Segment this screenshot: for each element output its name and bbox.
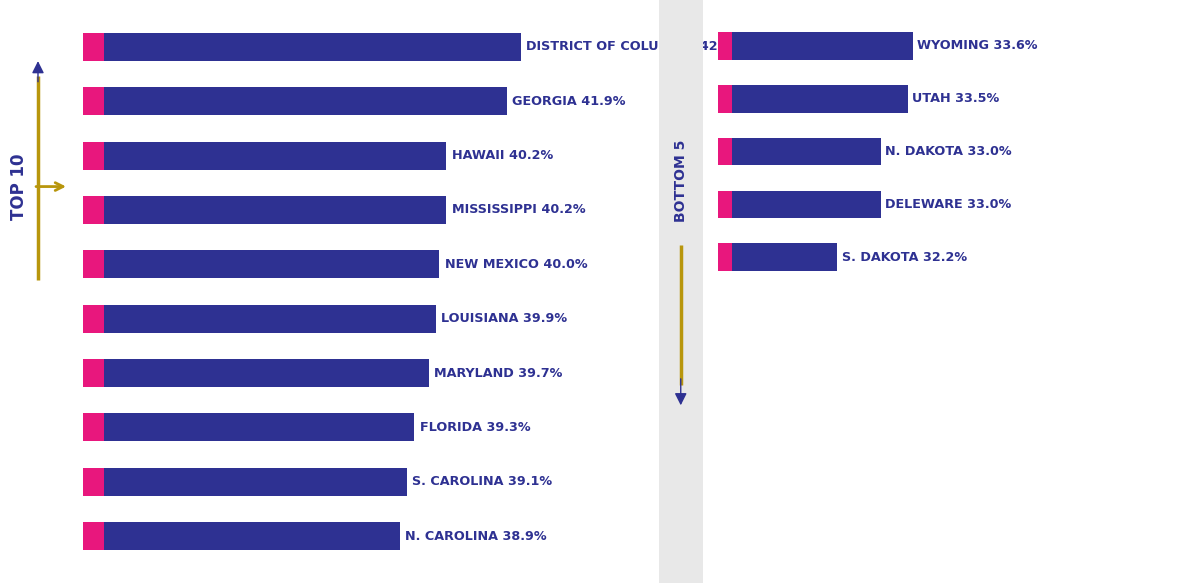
Bar: [83, 87, 104, 115]
Bar: [83, 304, 104, 333]
Bar: [83, 359, 429, 387]
Bar: [83, 359, 104, 387]
Bar: [718, 85, 908, 113]
Text: HAWAII 40.2%: HAWAII 40.2%: [451, 149, 553, 162]
Text: FLORIDA 39.3%: FLORIDA 39.3%: [419, 421, 531, 434]
Bar: [718, 138, 731, 166]
Text: S. DAKOTA 32.2%: S. DAKOTA 32.2%: [842, 251, 966, 264]
Text: LOUISIANA 39.9%: LOUISIANA 39.9%: [442, 312, 567, 325]
Bar: [718, 244, 731, 271]
Bar: [718, 191, 731, 218]
Bar: [83, 413, 104, 441]
Text: MISSISSIPPI 40.2%: MISSISSIPPI 40.2%: [451, 203, 585, 216]
Bar: [83, 196, 446, 224]
Bar: [83, 304, 436, 333]
Text: DELEWARE 33.0%: DELEWARE 33.0%: [886, 198, 1011, 211]
Text: DISTRICT OF COLUMBIA 42.3%: DISTRICT OF COLUMBIA 42.3%: [526, 40, 744, 54]
Bar: [718, 191, 881, 218]
Bar: [83, 142, 446, 170]
Text: N. DAKOTA 33.0%: N. DAKOTA 33.0%: [886, 145, 1011, 158]
Bar: [83, 142, 104, 170]
Bar: [83, 196, 104, 224]
Bar: [83, 33, 104, 61]
Text: WYOMING 33.6%: WYOMING 33.6%: [918, 40, 1037, 52]
Bar: [718, 244, 837, 271]
Text: S. CAROLINA 39.1%: S. CAROLINA 39.1%: [412, 475, 553, 488]
Bar: [83, 522, 104, 550]
Text: BOTTOM 5: BOTTOM 5: [674, 139, 687, 222]
Bar: [83, 250, 439, 279]
Bar: [718, 32, 731, 59]
Bar: [83, 468, 407, 496]
Bar: [83, 522, 400, 550]
Text: NEW MEXICO 40.0%: NEW MEXICO 40.0%: [444, 258, 588, 271]
Text: GEORGIA 41.9%: GEORGIA 41.9%: [513, 95, 626, 108]
Bar: [83, 250, 104, 279]
Text: TOP 10: TOP 10: [9, 153, 28, 220]
Bar: [718, 32, 913, 59]
Bar: [83, 87, 507, 115]
Bar: [718, 138, 881, 166]
Bar: [83, 413, 414, 441]
Bar: [83, 33, 521, 61]
Text: UTAH 33.5%: UTAH 33.5%: [912, 92, 999, 106]
Text: N. CAROLINA 38.9%: N. CAROLINA 38.9%: [405, 529, 547, 543]
Bar: [659, 0, 703, 583]
Bar: [83, 468, 104, 496]
Bar: [718, 85, 731, 113]
Text: MARYLAND 39.7%: MARYLAND 39.7%: [434, 367, 563, 380]
